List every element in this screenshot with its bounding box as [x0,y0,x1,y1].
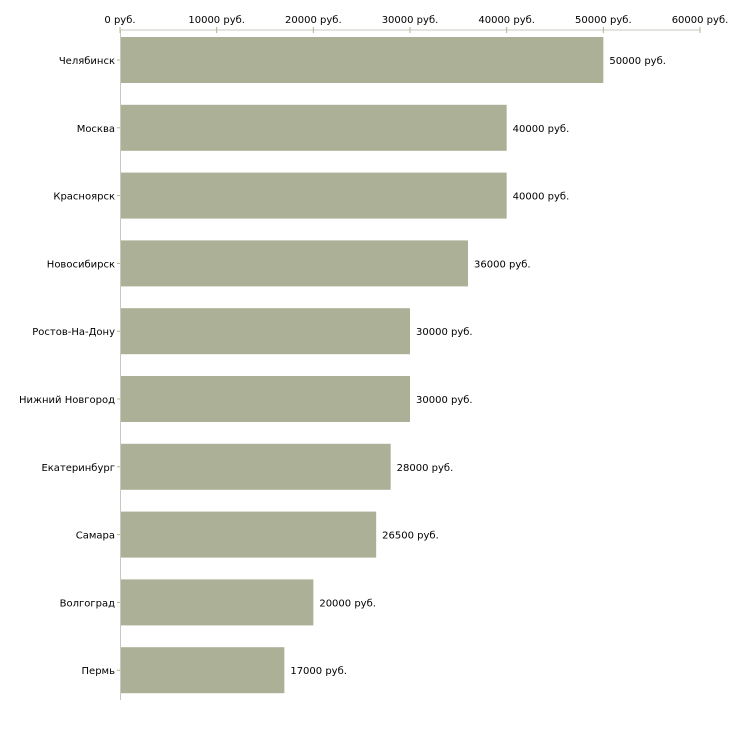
bar [121,511,377,558]
x-tick-label: 20000 руб. [285,15,342,26]
bar [121,172,507,219]
data-label: 30000 руб. [416,395,473,406]
bar [121,240,468,287]
bar [121,308,410,355]
data-label: 36000 руб. [474,259,531,270]
bar [121,37,604,83]
category-label: Екатеринбург [41,463,115,474]
x-tick-label: 0 руб. [104,15,135,26]
x-tick-label: 60000 руб. [672,15,729,26]
x-tick-label: 50000 руб. [575,15,632,26]
bar [121,579,314,626]
x-tick-label: 10000 руб. [188,15,245,26]
x-tick-label: 30000 руб. [382,15,439,26]
data-label: 28000 руб. [397,463,454,474]
bar [121,647,285,694]
data-label: 40000 руб. [513,124,570,135]
data-label: 17000 руб. [290,666,347,677]
category-label: Челябинск [59,56,115,67]
category-label: Волгоград [60,598,115,609]
data-label: 26500 руб. [382,531,439,542]
category-label: Новосибирск [47,259,115,270]
bar [121,376,410,422]
category-label: Ростов-На-Дону [32,327,115,338]
category-label: Нижний Новгород [19,395,115,406]
data-label: 50000 руб. [609,56,666,67]
data-label: 20000 руб. [319,598,376,609]
category-label: Москва [77,124,115,135]
data-label: 30000 руб. [416,327,473,338]
category-label: Красноярск [53,192,115,203]
data-label: 40000 руб. [513,192,570,203]
bar [121,104,507,151]
bar [121,443,391,490]
category-label: Самара [76,531,115,542]
category-label: Пермь [82,666,116,677]
x-tick-label: 40000 руб. [478,15,535,26]
